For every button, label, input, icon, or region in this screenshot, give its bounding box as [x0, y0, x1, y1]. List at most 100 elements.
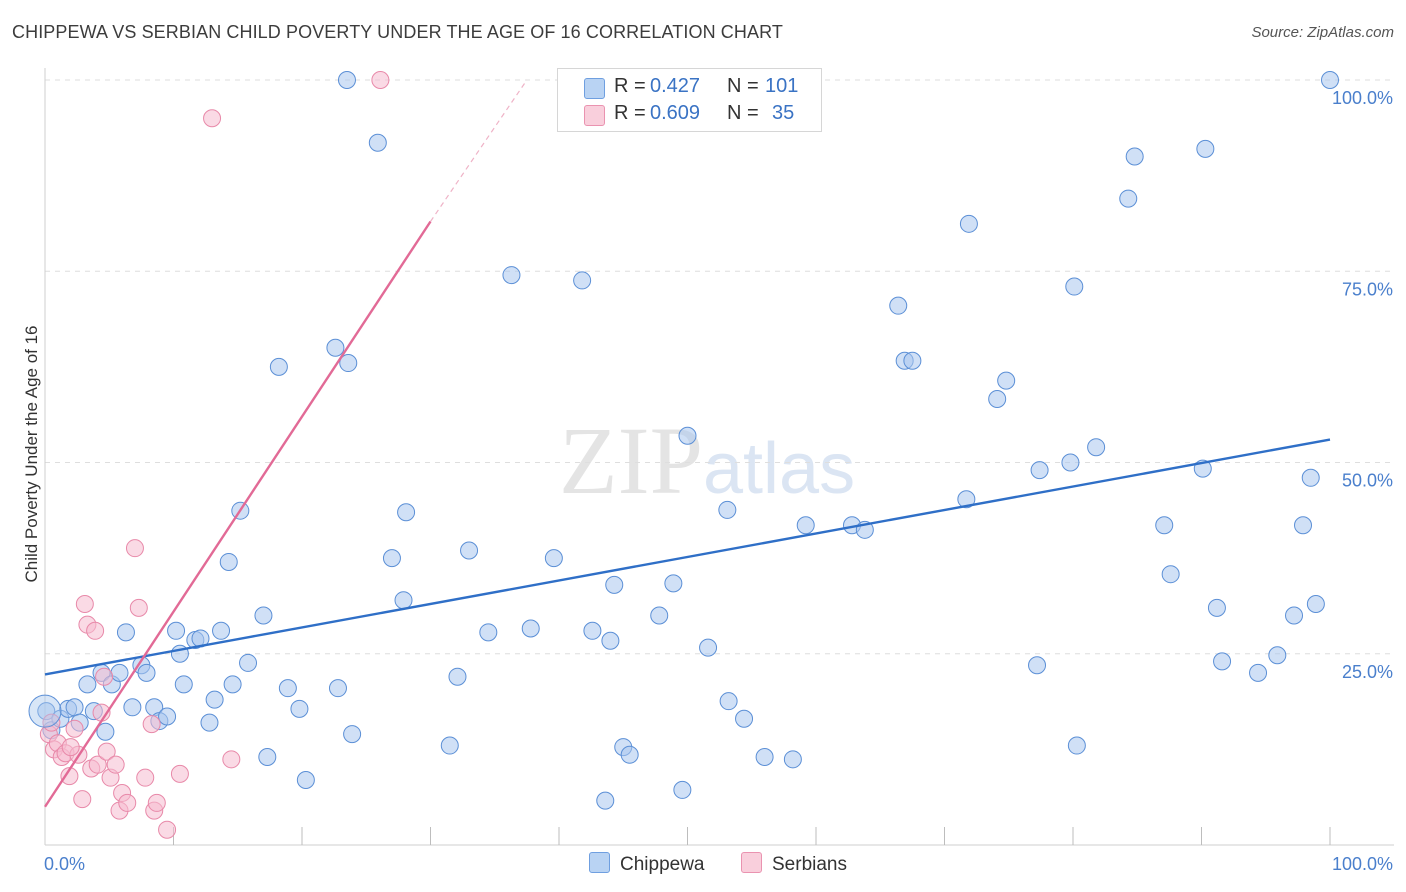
chippewa-point — [719, 692, 738, 711]
bottom-legend-chippewa: Chippewa — [589, 852, 705, 876]
serbians-point — [125, 539, 144, 558]
chippewa-point — [110, 663, 129, 682]
x-tick-label: 0.0% — [44, 854, 85, 874]
chippewa-point — [601, 631, 620, 650]
chippewa-point — [205, 690, 224, 709]
chippewa-point — [296, 770, 315, 789]
chippewa-point — [1268, 646, 1287, 665]
serbians-point — [65, 719, 84, 738]
chippewa-point — [735, 709, 754, 728]
serbians-point — [142, 715, 161, 734]
serbians-point — [75, 595, 94, 614]
chippewa-point — [583, 621, 602, 640]
chippewa-point — [116, 623, 135, 642]
serbians-point — [86, 621, 105, 640]
legend-r-value: 0.609 — [650, 102, 701, 124]
y-tick-label: 25.0% — [1342, 662, 1393, 682]
serbians-trend-extension — [430, 79, 528, 222]
chippewa-point — [28, 694, 62, 728]
bottom-legend-label: Chippewa — [620, 854, 705, 875]
chippewa-point — [544, 549, 563, 568]
chart-title: CHIPPEWA VS SERBIAN CHILD POVERTY UNDER … — [12, 22, 783, 42]
chippewa-point — [1321, 71, 1339, 89]
chippewa-point — [339, 354, 358, 373]
chippewa-point — [368, 133, 387, 152]
chippewa-point — [1067, 736, 1086, 755]
chippewa-point — [1249, 663, 1268, 682]
serbians-swatch — [741, 852, 762, 873]
chippewa-point — [328, 679, 347, 698]
chippewa-swatch — [589, 852, 610, 873]
legend-n-label: N = — [727, 102, 759, 124]
serbians-point — [170, 764, 189, 783]
chippewa-point — [650, 606, 669, 625]
chippewa-swatch — [584, 78, 605, 99]
chippewa-point — [239, 653, 258, 672]
chippewa-point — [123, 698, 142, 717]
chippewa-point — [718, 500, 737, 519]
chippewa-point — [664, 574, 683, 593]
chippewa-point — [258, 748, 277, 767]
serbians-trend-line — [43, 220, 432, 808]
chippewa-point — [699, 638, 718, 657]
chippewa-point — [137, 663, 156, 682]
chippewa-point — [1306, 595, 1325, 614]
chippewa-point — [573, 271, 592, 290]
chippewa-point — [502, 266, 521, 285]
y-tick-label: 100.0% — [1332, 88, 1393, 108]
correlation-legend: R = 0.427 N = 101 R = 0.609 N = 35 — [557, 68, 822, 132]
legend-r-label: R = — [614, 75, 646, 97]
chippewa-point — [1065, 277, 1084, 296]
serbians-point — [203, 109, 222, 128]
serbians-point — [97, 742, 116, 761]
serbians-point — [61, 738, 80, 757]
source-label: Source: ZipAtlas.com — [1251, 24, 1394, 41]
chippewa-point — [673, 780, 692, 799]
chippewa-point — [903, 351, 922, 370]
serbians-point — [222, 750, 241, 769]
chippewa-point — [889, 296, 908, 315]
chippewa-point — [78, 675, 97, 694]
chippewa-point — [278, 679, 297, 698]
chippewa-point — [440, 736, 459, 755]
chippewa-point — [337, 71, 356, 89]
serbians-point — [106, 755, 125, 774]
legend-r-label: R = — [614, 102, 646, 124]
chippewa-point — [521, 619, 540, 638]
chippewa-point — [620, 745, 639, 764]
chippewa-point — [959, 214, 978, 233]
chippewa-point — [1196, 139, 1215, 158]
serbians-point — [371, 71, 390, 89]
serbians-point — [73, 790, 92, 809]
chippewa-point — [96, 722, 115, 741]
watermark: ZIPatlas — [559, 407, 855, 514]
chippewa-point — [783, 750, 802, 769]
chippewa-point — [200, 713, 219, 732]
chippewa-point — [1061, 453, 1080, 472]
chippewa-point — [394, 591, 413, 610]
serbians-point — [88, 755, 107, 774]
chippewa-point — [269, 357, 288, 376]
chippewa-point — [997, 371, 1016, 390]
legend-n-value: 101 — [765, 75, 799, 97]
chippewa-point — [1119, 189, 1138, 208]
legend-r-value: 0.427 — [650, 75, 701, 97]
serbians-point — [129, 598, 148, 617]
chippewa-point — [219, 552, 238, 571]
chippewa-point — [397, 503, 416, 522]
chippewa-point — [448, 667, 467, 686]
chippewa-point — [212, 621, 231, 640]
chippewa-point — [65, 698, 84, 717]
chippewa-point — [382, 549, 401, 568]
chippewa-point — [605, 575, 624, 594]
chippewa-point — [1125, 147, 1144, 166]
y-tick-label: 50.0% — [1342, 471, 1393, 491]
chippewa-point — [1087, 438, 1106, 457]
chippewa-point — [1207, 598, 1226, 617]
chippewa-point — [596, 791, 615, 810]
chippewa-point — [1030, 461, 1049, 480]
serbians-swatch — [584, 105, 605, 126]
legend-n-value: 35 — [772, 102, 795, 124]
chippewa-point — [254, 606, 273, 625]
